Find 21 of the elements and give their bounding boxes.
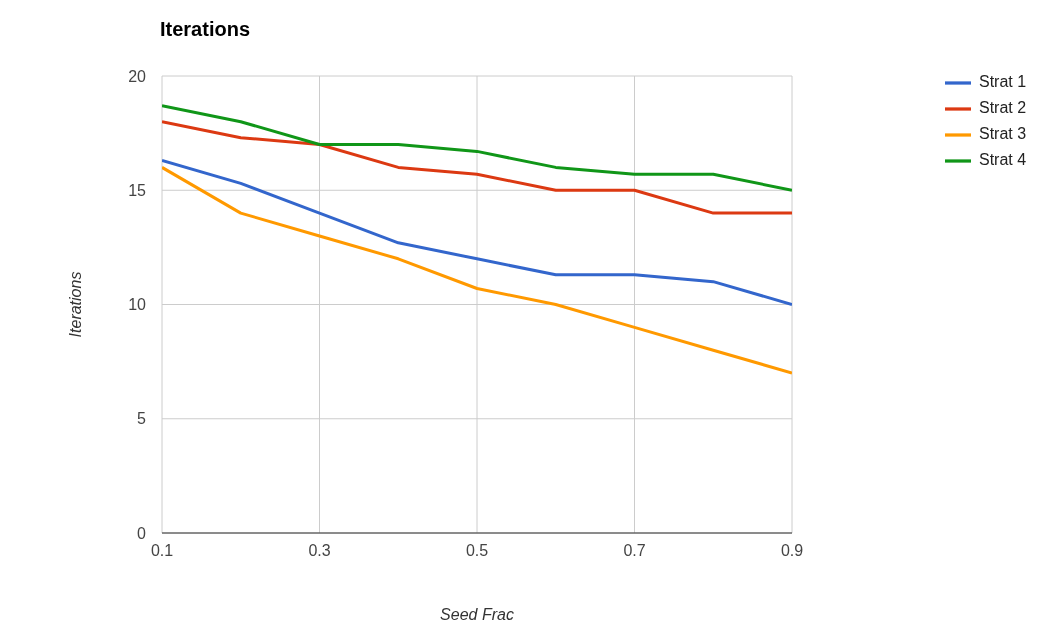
line-series — [162, 165, 792, 375]
x-tick-label: 0.5 — [465, 542, 489, 560]
line-series — [162, 159, 792, 306]
y-tick-label: 0 — [137, 524, 147, 542]
y-tick-label: 15 — [128, 181, 147, 199]
line-series — [162, 104, 792, 192]
legend-label: Strat 2 — [979, 99, 1027, 117]
chart-title: Iterations — [160, 18, 251, 41]
y-tick-label: 10 — [128, 296, 147, 314]
legend-label: Strat 3 — [979, 125, 1027, 143]
y-tick-label: 5 — [137, 410, 147, 428]
legend-label: Strat 1 — [979, 73, 1027, 91]
x-tick-label: 0.9 — [780, 542, 804, 560]
x-tick-label: 0.7 — [623, 542, 646, 560]
y-tick-label: 20 — [128, 67, 147, 85]
x-tick-label: 0.3 — [308, 542, 331, 560]
x-tick-label: 0.1 — [150, 542, 174, 560]
x-axis-title: Seed Frac — [440, 606, 514, 623]
legend-label: Strat 4 — [979, 151, 1027, 169]
line-series — [162, 120, 792, 215]
y-axis-title: Iterations — [66, 271, 84, 338]
